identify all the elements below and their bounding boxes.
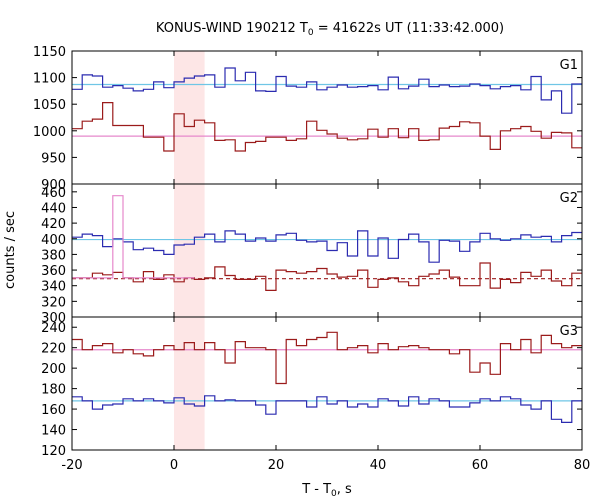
panel-frame: [71, 316, 583, 451]
panel-g1: 900 950 1000 1050 1100 1150 G1: [33, 45, 583, 193]
chart-title-prefix: KONUS-WIND 190212 T: [156, 21, 308, 36]
y-tick-label: 380: [41, 248, 66, 263]
series-darkred: [72, 102, 582, 152]
series-blue: [72, 230, 582, 263]
y-tick-label: 120: [41, 444, 66, 459]
panel-frame: [71, 50, 583, 185]
chart-title: KONUS-WIND 190212 T0 = 41622s UT (11:33:…: [156, 21, 504, 38]
x-tick-label: 20: [268, 458, 285, 473]
series-darkred: [72, 331, 582, 385]
y-tick-label: 340: [41, 280, 66, 295]
y-tick-label: 180: [41, 383, 66, 398]
y-tick-label: 160: [41, 403, 66, 418]
highlight-interval: [174, 51, 205, 450]
y-tick-label: 220: [41, 342, 66, 357]
y-tick-label: 1050: [33, 98, 66, 113]
plot-layer: 9009501000105011001150G13003203403603804…: [33, 45, 590, 473]
panel-label: G1: [560, 58, 578, 73]
x-axis-title: T - T0, s: [301, 482, 352, 499]
x-tick-label: 80: [574, 458, 591, 473]
series-blue: [72, 67, 582, 114]
y-tick-label: 400: [41, 233, 66, 248]
series-pink: [72, 195, 195, 279]
y-tick-label: 140: [41, 424, 66, 439]
y-tick-label: 440: [41, 201, 66, 216]
x-tick-label: 0: [170, 458, 178, 473]
y-tick-label: 200: [41, 362, 66, 377]
y-tick-label: 420: [41, 217, 66, 232]
y-axis-title: counts / sec: [3, 211, 18, 289]
y-tick-label: 320: [41, 295, 66, 310]
chart-title-suffix: = 41622s UT (11:33:42.000): [314, 21, 504, 36]
x-tick-label: 60: [472, 458, 489, 473]
x-axis-title-prefix: T - T: [301, 482, 331, 497]
x-tick-label: -20: [61, 458, 82, 473]
panel-label: G3: [560, 324, 578, 339]
x-axis-title-subscript: 0: [331, 489, 337, 499]
y-tick-label: 1000: [33, 125, 66, 140]
y-tick-label: 1150: [33, 45, 66, 60]
y-tick-label: 300: [41, 311, 66, 326]
panel-label: G2: [560, 191, 578, 206]
y-tick-label: 460: [41, 186, 66, 201]
series-darkred: [72, 262, 582, 291]
x-tick-label: 40: [370, 458, 387, 473]
series-blue: [72, 395, 582, 423]
y-tick-label: 240: [41, 321, 66, 336]
y-tick-label: 950: [41, 151, 66, 166]
y-tick-label: 900: [41, 178, 66, 193]
chart-title-subscript: 0: [308, 28, 314, 38]
x-axis-title-suffix: , s: [337, 482, 352, 497]
y-tick-label: 1100: [33, 72, 66, 87]
panel-g3: 120 140 160 180 200 220 240 G3: [41, 316, 583, 459]
y-tick-label: 360: [41, 264, 66, 279]
